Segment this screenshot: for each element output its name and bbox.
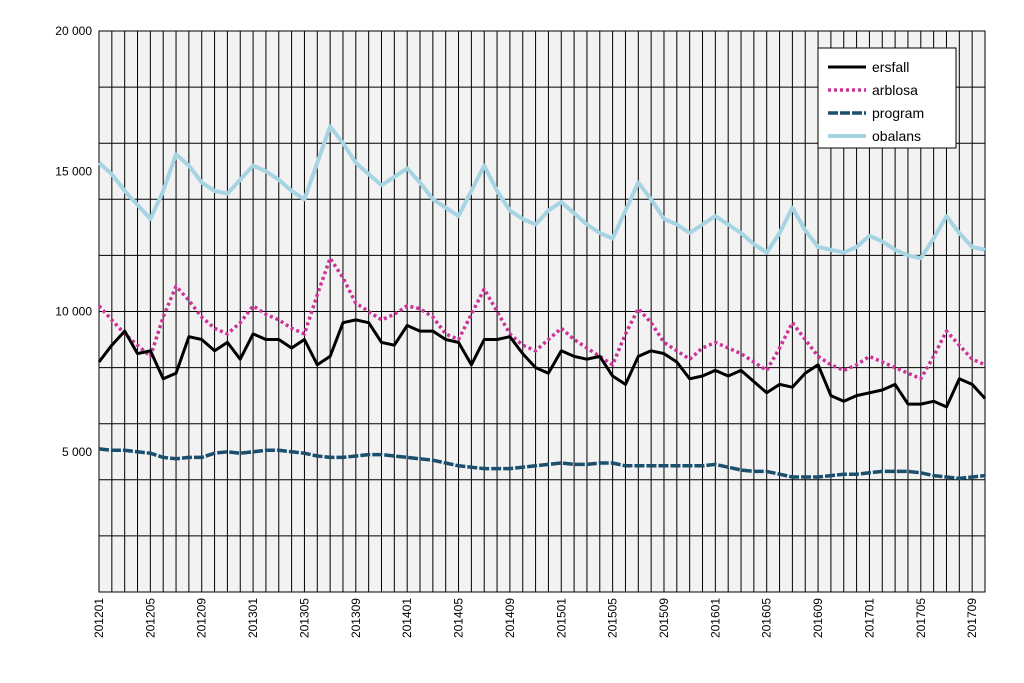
legend-label-ersfall: ersfall <box>872 59 909 75</box>
series-line-ersfall <box>97 318 987 409</box>
series-lines <box>97 124 987 481</box>
plot-area-border <box>98 30 986 593</box>
x-tick-label: 201605 <box>760 598 774 638</box>
legend-entries: ersfall arblosa program obalans <box>828 59 924 144</box>
legend-box <box>817 47 957 149</box>
x-tick-label: 201601 <box>708 598 722 638</box>
x-tick-label: 201709 <box>965 598 979 638</box>
x-tick-label: 201509 <box>657 598 671 638</box>
x-tick-label: 201301 <box>246 598 260 638</box>
legend-label-program: program <box>872 105 924 121</box>
x-tick-label: 201201 <box>92 598 106 638</box>
x-tick-label: 201309 <box>349 598 363 638</box>
series-line-obalans <box>97 124 986 261</box>
y-tick-label: 5 000 <box>62 445 92 459</box>
x-tick-label: 201405 <box>452 598 466 638</box>
y-axis-tick-labels: 5 000 10 000 15 000 20 000 <box>55 24 92 459</box>
x-tick-label: 201305 <box>297 598 311 638</box>
y-tick-label: 15 000 <box>55 164 92 178</box>
x-axis-tick-labels: 201201 201205 201209 201301 201305 201309 2014… <box>92 598 979 638</box>
y-tick-label: 10 000 <box>55 305 92 319</box>
x-tick-label: 201701 <box>862 598 876 638</box>
legend: ersfall arblosa program obalans <box>817 47 957 149</box>
x-tick-label: 201409 <box>503 598 517 638</box>
x-tick-label: 201505 <box>606 598 620 638</box>
x-tick-label: 201609 <box>811 598 825 638</box>
legend-label-obalans: obalans <box>872 128 921 144</box>
y-tick-label: 20 000 <box>55 24 92 38</box>
x-tick-label: 201501 <box>554 598 568 638</box>
x-tick-label: 201705 <box>914 598 928 638</box>
series-line-program <box>98 447 986 481</box>
x-tick-label: 201205 <box>143 598 157 638</box>
x-tick-label: 201401 <box>400 598 414 638</box>
legend-label-arblosa: arblosa <box>872 82 918 98</box>
x-tick-label: 201209 <box>195 598 209 638</box>
